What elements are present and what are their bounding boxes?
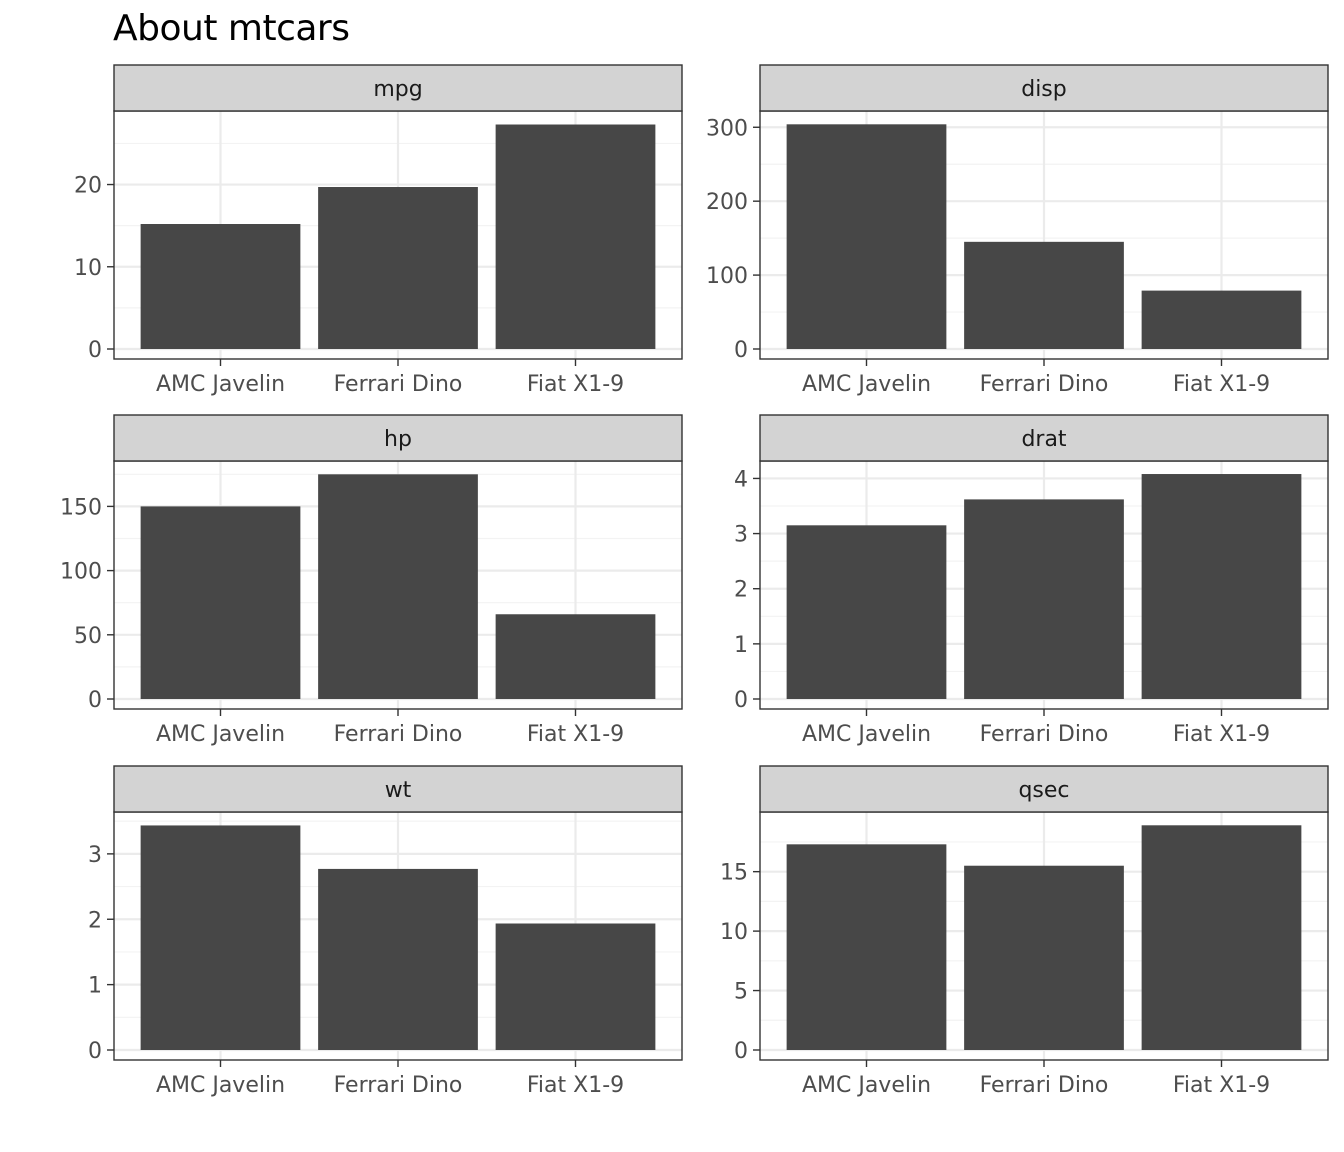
facet-panel-qsec: qsec 0 5 10 15 AMC Javelin Ferrari Dino Fiat X1…	[720, 765, 1329, 1098]
y-tick-label: 0	[88, 338, 102, 363]
y-tick-label: 50	[74, 624, 102, 649]
bar-mpg-1	[318, 187, 478, 349]
y-tick-label: 100	[706, 264, 748, 289]
y-tick-label: 100	[60, 560, 102, 585]
facet-panel-disp: disp 0 100 200 300 AMC Javelin Ferrari Dino Fia…	[706, 64, 1329, 397]
y-tick-label: 1	[88, 974, 102, 999]
bar-qsec-0	[786, 844, 947, 1050]
y-tick-label: 5	[734, 980, 748, 1005]
y-tick-label: 0	[734, 1039, 748, 1064]
x-tick-label: Ferrari Dino	[980, 372, 1109, 397]
y-tick-label: 0	[88, 1039, 102, 1064]
bar-hp-2	[495, 614, 656, 699]
strip-background	[759, 64, 1329, 112]
chart-title: About mtcars	[113, 8, 350, 49]
bar-mpg-2	[495, 124, 656, 349]
x-tick-label: Ferrari Dino	[334, 722, 463, 747]
x-tick-label: Fiat X1-9	[1173, 1073, 1270, 1098]
facet-panel-hp: hp 0 50 100 150 AMC Javelin Ferrari Dino Fiat X…	[60, 414, 683, 747]
x-tick-label: AMC Javelin	[156, 722, 285, 747]
y-tick-label: 0	[88, 688, 102, 713]
x-tick-label: AMC Javelin	[802, 372, 931, 397]
y-tick-label: 1	[734, 633, 748, 658]
bar-wt-2	[495, 923, 656, 1050]
y-tick-label: 10	[720, 920, 748, 945]
y-tick-label: 2	[88, 908, 102, 933]
x-tick-label: Fiat X1-9	[527, 1073, 624, 1098]
x-tick-label: AMC Javelin	[802, 722, 931, 747]
x-tick-label: Ferrari Dino	[980, 1073, 1109, 1098]
strip-background	[113, 414, 683, 462]
strip-background	[759, 765, 1329, 813]
y-tick-label: 2	[734, 578, 748, 603]
facet-panel-wt: wt 0 1 2 3 AMC Javelin Ferrari Dino Fiat X1-9	[88, 765, 683, 1098]
strip-background	[113, 64, 683, 112]
x-tick-label: AMC Javelin	[156, 372, 285, 397]
bar-qsec-2	[1141, 825, 1302, 1050]
bar-drat-1	[964, 499, 1124, 699]
bar-mpg-0	[140, 224, 301, 349]
strip-label: qsec	[1018, 778, 1069, 803]
strip-label: mpg	[373, 77, 422, 102]
y-tick-label: 10	[74, 256, 102, 281]
x-tick-label: Fiat X1-9	[527, 372, 624, 397]
bar-disp-0	[786, 124, 947, 349]
y-tick-label: 4	[734, 467, 748, 492]
bar-hp-1	[318, 474, 478, 699]
y-tick-label: 0	[734, 688, 748, 713]
strip-label: disp	[1021, 77, 1067, 102]
bar-disp-2	[1141, 290, 1302, 349]
bar-wt-0	[140, 825, 301, 1050]
facet-panel-mpg: mpg 0 10 20 AMC Javelin Ferrari Dino Fiat X1-9	[74, 64, 683, 397]
y-tick-label: 150	[60, 495, 102, 520]
bar-disp-1	[964, 241, 1124, 349]
x-tick-label: AMC Javelin	[156, 1073, 285, 1098]
strip-background	[759, 414, 1329, 462]
y-tick-label: 20	[74, 174, 102, 199]
bar-wt-1	[318, 868, 478, 1050]
y-tick-label: 3	[734, 523, 748, 548]
y-tick-label: 200	[706, 190, 748, 215]
facet-panel-drat: drat 0 1 2 3 4 AMC Javelin Ferrari Dino Fiat X1-…	[734, 414, 1329, 747]
bar-hp-0	[140, 506, 301, 699]
strip-label: wt	[385, 778, 412, 803]
x-tick-label: Ferrari Dino	[334, 372, 463, 397]
x-tick-label: Ferrari Dino	[980, 722, 1109, 747]
bar-qsec-1	[964, 865, 1124, 1050]
y-tick-label: 3	[88, 843, 102, 868]
y-tick-label: 0	[734, 338, 748, 363]
x-tick-label: Fiat X1-9	[1173, 372, 1270, 397]
strip-label: hp	[384, 427, 412, 452]
x-tick-label: Ferrari Dino	[334, 1073, 463, 1098]
bar-drat-0	[786, 525, 947, 699]
x-tick-label: Fiat X1-9	[527, 722, 624, 747]
strip-background	[113, 765, 683, 813]
strip-label: drat	[1021, 427, 1066, 452]
x-tick-label: AMC Javelin	[802, 1073, 931, 1098]
y-tick-label: 300	[706, 116, 748, 141]
bar-drat-2	[1141, 474, 1302, 699]
y-tick-label: 15	[720, 861, 748, 886]
x-tick-label: Fiat X1-9	[1173, 722, 1270, 747]
